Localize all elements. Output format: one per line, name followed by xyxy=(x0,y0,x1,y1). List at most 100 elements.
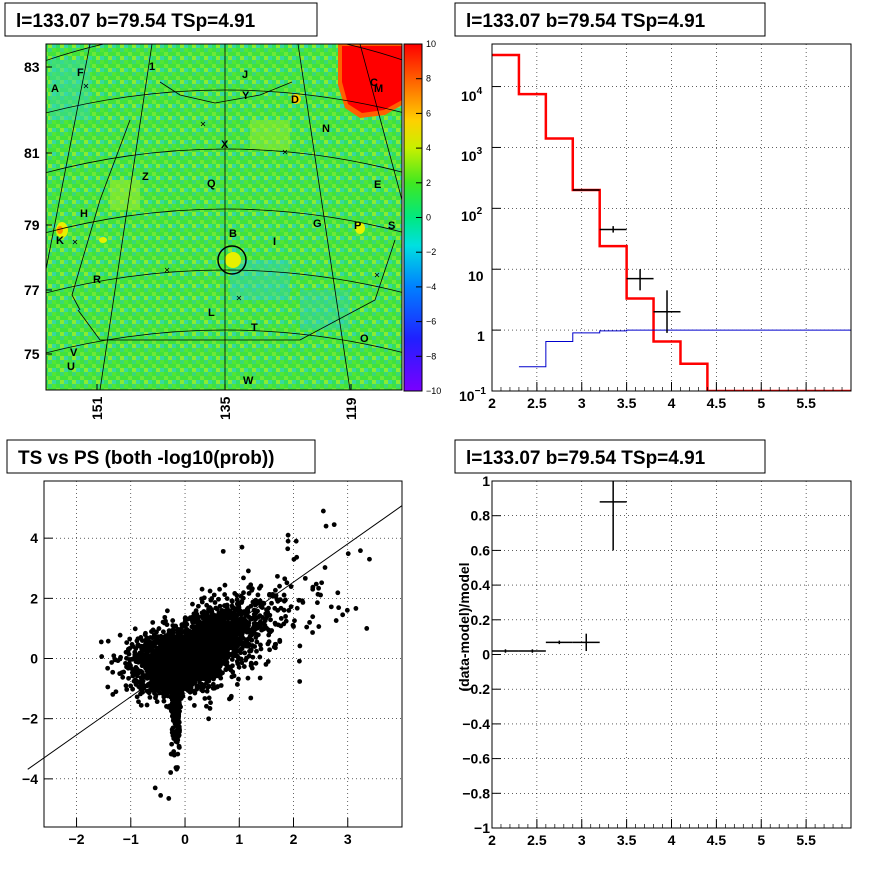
residual-y-tick-label: −0.2 xyxy=(462,681,490,697)
scatter-point xyxy=(277,583,282,589)
scatter-point xyxy=(150,620,156,625)
scatter-point xyxy=(214,684,220,690)
scatter-point xyxy=(124,640,130,646)
scatter-point xyxy=(206,621,212,627)
scatter-point xyxy=(344,607,350,613)
scatter-point xyxy=(174,681,180,687)
scatter-point xyxy=(318,592,323,598)
scatter-point xyxy=(168,641,174,647)
spectrum-y-tick-label: 1 xyxy=(477,328,485,344)
scatter-point xyxy=(140,655,146,660)
scatter-point xyxy=(302,575,308,581)
residual-y-tick-label: 0.6 xyxy=(471,542,491,558)
spectrum-x-tick-label: 3.5 xyxy=(617,395,637,411)
scatter-point xyxy=(257,620,263,626)
scatter-point xyxy=(186,670,192,676)
scatter-point xyxy=(140,647,145,653)
scatter-point xyxy=(182,619,188,625)
scatter-point xyxy=(200,688,206,694)
scatter-point xyxy=(247,648,252,654)
scatter-point xyxy=(246,614,252,620)
scatter-point xyxy=(123,683,129,689)
scatter-point xyxy=(105,665,111,671)
scatter-point xyxy=(184,633,190,639)
map-features xyxy=(46,44,402,390)
scatter-point xyxy=(172,731,178,737)
scatter-point xyxy=(204,602,210,608)
scatter-point xyxy=(328,604,334,610)
scatter-point xyxy=(221,625,227,630)
spectrum-point xyxy=(626,269,654,291)
scatter-point xyxy=(314,600,320,606)
scatter-point xyxy=(336,605,342,611)
scatter-point xyxy=(234,682,240,687)
scatter-point xyxy=(333,618,339,623)
scatter-point xyxy=(146,690,152,696)
map-y-tick-label: 81 xyxy=(24,145,40,161)
scatter-point xyxy=(109,660,115,665)
scatter-point xyxy=(246,653,252,659)
residual-title-box xyxy=(454,439,766,474)
scatter-point xyxy=(258,646,264,652)
scatter-point xyxy=(113,689,119,695)
scatter-point xyxy=(203,629,209,635)
scatter-point xyxy=(217,603,223,609)
scatter-point xyxy=(174,766,180,772)
region-label: Q xyxy=(207,178,216,190)
scatter-point xyxy=(199,654,205,660)
scatter-point xyxy=(243,657,249,663)
scatter-point xyxy=(275,598,281,604)
map-colorbar: 10 8 6 4 2 0 −2 −4 −6 −8 −10 xyxy=(403,39,441,396)
scatter-point xyxy=(163,633,169,639)
scatter-point xyxy=(145,674,151,680)
scatter-point xyxy=(299,598,305,604)
scatter-point xyxy=(266,628,272,634)
scatter-point xyxy=(285,538,291,544)
scatter-point xyxy=(135,636,141,642)
spectrum-y-tick-label: 104 xyxy=(461,86,483,104)
scatter-point xyxy=(173,623,179,629)
scatter-point xyxy=(123,660,128,666)
scatter-point xyxy=(160,629,166,635)
scatter-point xyxy=(216,596,221,602)
map-y-tick-label: 79 xyxy=(24,217,40,233)
scatter-point xyxy=(164,608,170,614)
scatter-point xyxy=(166,635,172,641)
scatter-point xyxy=(273,645,278,651)
spectrum-title: l=133.07 b=79.54 TSp=4.91 xyxy=(466,11,706,32)
scatter-point xyxy=(238,647,244,652)
colorbar-tick-label: 2 xyxy=(426,178,431,188)
scatter-point xyxy=(204,643,210,649)
region-label: R xyxy=(93,274,101,286)
scatter-point xyxy=(168,770,174,775)
residual-x-tick-label: 5.5 xyxy=(796,832,816,848)
scatter-point xyxy=(364,626,370,631)
region-label: J xyxy=(242,69,248,81)
scatter-point xyxy=(178,630,184,636)
scatter-point xyxy=(187,629,193,634)
scatter-point xyxy=(230,653,236,659)
scatter-point xyxy=(319,580,325,586)
scatter-point xyxy=(131,678,137,684)
scatter-point xyxy=(176,732,182,738)
scatter-point xyxy=(226,638,232,644)
scatter-point xyxy=(174,709,179,715)
scatter-point xyxy=(208,672,213,678)
scatter-point xyxy=(257,654,263,660)
scatter-point xyxy=(135,671,140,677)
scatter-point xyxy=(278,616,284,621)
scatter-point xyxy=(190,619,196,625)
region-label: 1 xyxy=(149,61,155,73)
scatter-point xyxy=(124,687,130,692)
scatter-point xyxy=(235,661,241,667)
scatter-point xyxy=(209,627,215,633)
scatter-point xyxy=(227,626,232,631)
scatter-point xyxy=(158,637,164,643)
scatter-point xyxy=(204,651,210,657)
scatter-point xyxy=(147,694,153,700)
scatter-point xyxy=(99,654,105,659)
scatter-point xyxy=(251,621,257,626)
scatter-point xyxy=(353,606,359,611)
scatter-point xyxy=(257,675,263,681)
panel-spectrum: 2 2.5 3 3.5 4 4.5 5 5.5 104 103 102 10 1 10−1 l… xyxy=(454,2,852,411)
